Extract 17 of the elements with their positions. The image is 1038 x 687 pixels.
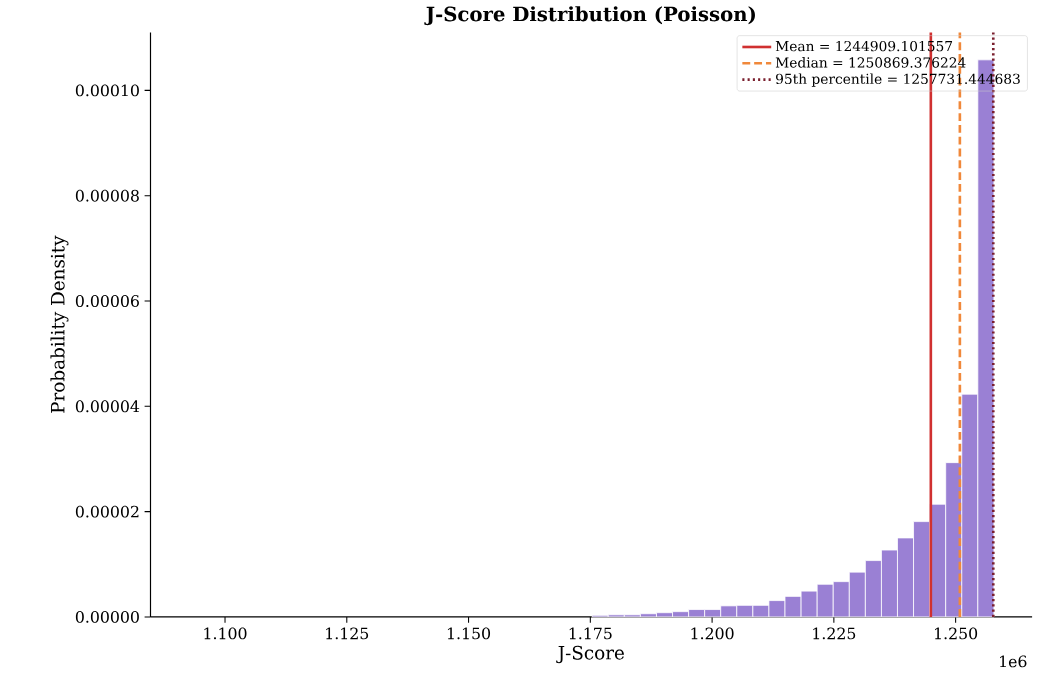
y-tick-label: 0.00004 — [75, 400, 140, 413]
x-tick-label: 1.250 — [935, 627, 978, 640]
x-tick-label: 1.200 — [691, 627, 734, 640]
y-axis-title: Probability Density — [50, 235, 69, 413]
x-tick-label: 1.150 — [447, 627, 491, 640]
y-tick-label: 0.00008 — [75, 189, 139, 202]
x-tick-label: 1.125 — [326, 627, 369, 640]
y-tick-label: 0.00000 — [75, 611, 139, 623]
y-tick-label: 0.00002 — [75, 505, 139, 518]
chart-title: J-Score Distribution (Poisson) — [424, 6, 755, 26]
text: 1e6 — [1000, 655, 1027, 668]
x-tick-label: 1.225 — [813, 627, 856, 640]
x-tick-label: 1.100 — [204, 627, 247, 640]
x-axis-title: J-Score — [556, 645, 624, 664]
y-tick-label: 0.00010 — [75, 84, 139, 97]
y-tick-label: 0.00006 — [75, 295, 139, 308]
x-tick-label: 1.175 — [569, 627, 612, 640]
